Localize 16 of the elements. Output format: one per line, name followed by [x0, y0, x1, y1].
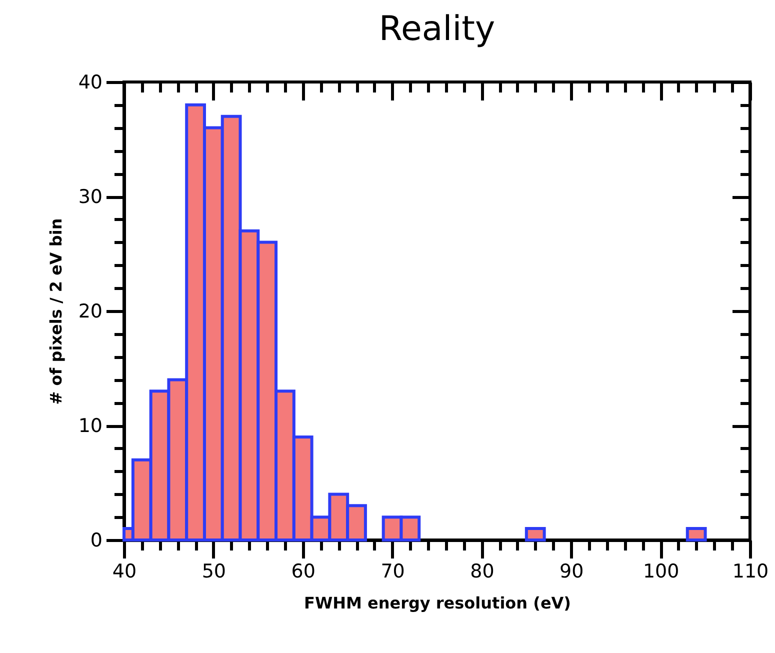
x-tick-label: 100	[642, 560, 680, 582]
x-tick-label: 60	[291, 560, 316, 582]
y-axis-title: # of pixels / 2 eV bin	[46, 218, 66, 405]
x-axis-title: FWHM energy resolution (eV)	[304, 594, 571, 612]
y-tick-label: 30	[78, 186, 102, 208]
x-tick-label: 70	[380, 560, 405, 582]
chart-title: Reality	[378, 9, 496, 49]
y-tick-label: 10	[78, 415, 102, 437]
x-tick-label: 50	[202, 560, 226, 582]
y-tick-label: 0	[90, 530, 102, 552]
x-tick-label: 40	[112, 560, 137, 582]
y-tick-label: 20	[78, 300, 102, 322]
x-tick-label: 80	[470, 560, 494, 582]
y-tick-label: 40	[78, 72, 102, 94]
x-tick-label: 90	[560, 560, 584, 582]
x-tick-label: 110	[732, 560, 769, 582]
